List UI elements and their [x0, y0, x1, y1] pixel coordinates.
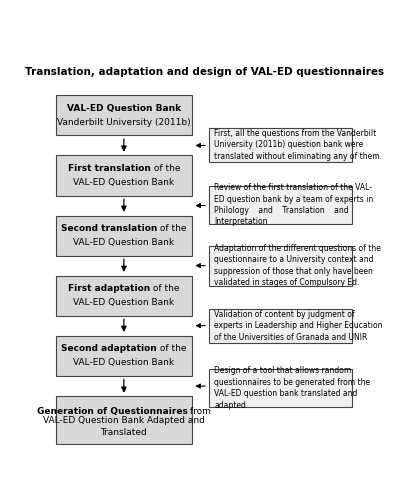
Text: Generation of Questionnaires: Generation of Questionnaires	[48, 406, 200, 416]
Bar	[209, 369, 352, 408]
Text: First, all the questions from the Vanderbilt
University (2011b) question bank we: First, all the questions from the Vander…	[214, 128, 382, 160]
Text: VAL-ED Question Bank: VAL-ED Question Bank	[73, 298, 174, 307]
Text: VAL-ED Question Bank: VAL-ED Question Bank	[73, 238, 174, 247]
Text: of the: of the	[150, 164, 180, 173]
Text: Second adaptation: Second adaptation	[61, 344, 157, 353]
Text: Second adaptation: Second adaptation	[76, 344, 172, 353]
Text: First adaptation: First adaptation	[68, 284, 150, 293]
Text: VAL-ED Question Bank: VAL-ED Question Bank	[73, 358, 174, 367]
Bar	[56, 336, 192, 376]
Text: of the: of the	[124, 344, 153, 353]
Bar	[56, 96, 192, 136]
Text: Generation of Questionnaires: Generation of Questionnaires	[37, 406, 188, 416]
Text: VAL-ED Question Bank: VAL-ED Question Bank	[73, 178, 174, 187]
Text: of the: of the	[157, 224, 187, 233]
Text: Review of the first translation of the VAL-
ED question bank by a team of expert: Review of the first translation of the V…	[214, 183, 373, 226]
Text: Second translation: Second translation	[76, 224, 172, 233]
Bar	[56, 156, 192, 196]
Text: First adaptation: First adaptation	[83, 284, 165, 293]
Text: of the: of the	[157, 344, 186, 353]
Text: Validation of content by judgment of
experts in Leadership and Higher Education
: Validation of content by judgment of exp…	[214, 310, 383, 342]
Text: VAL-ED Question Bank: VAL-ED Question Bank	[67, 104, 181, 113]
Bar	[209, 308, 352, 342]
Text: Second translation: Second translation	[61, 224, 157, 233]
Text: of the: of the	[124, 284, 153, 293]
Text: First translation: First translation	[68, 164, 150, 173]
Bar	[56, 396, 192, 444]
Text: of the: of the	[124, 164, 153, 173]
Text: of the: of the	[150, 284, 180, 293]
Text: Translation, adaptation and design of VAL-ED questionnaires: Translation, adaptation and design of VA…	[25, 68, 384, 78]
Text: VAL-ED Question Bank Adapted and
Translated: VAL-ED Question Bank Adapted and Transla…	[43, 416, 205, 436]
Bar	[209, 128, 352, 162]
Bar	[56, 276, 192, 316]
Text: Adaptation of the different questions of the
questionnaire to a University conte: Adaptation of the different questions of…	[214, 244, 381, 288]
Bar	[56, 216, 192, 256]
Bar	[209, 186, 352, 224]
Text: of the: of the	[124, 224, 153, 233]
Text: First translation: First translation	[83, 164, 165, 173]
Text: Vanderbilt University (2011b): Vanderbilt University (2011b)	[57, 118, 191, 127]
Bar	[209, 246, 352, 286]
Text: from: from	[124, 406, 148, 416]
Text: Design of a tool that allows random
questionnaires to be generated from the
VAL-: Design of a tool that allows random ques…	[214, 366, 370, 410]
Text: from: from	[188, 406, 211, 416]
